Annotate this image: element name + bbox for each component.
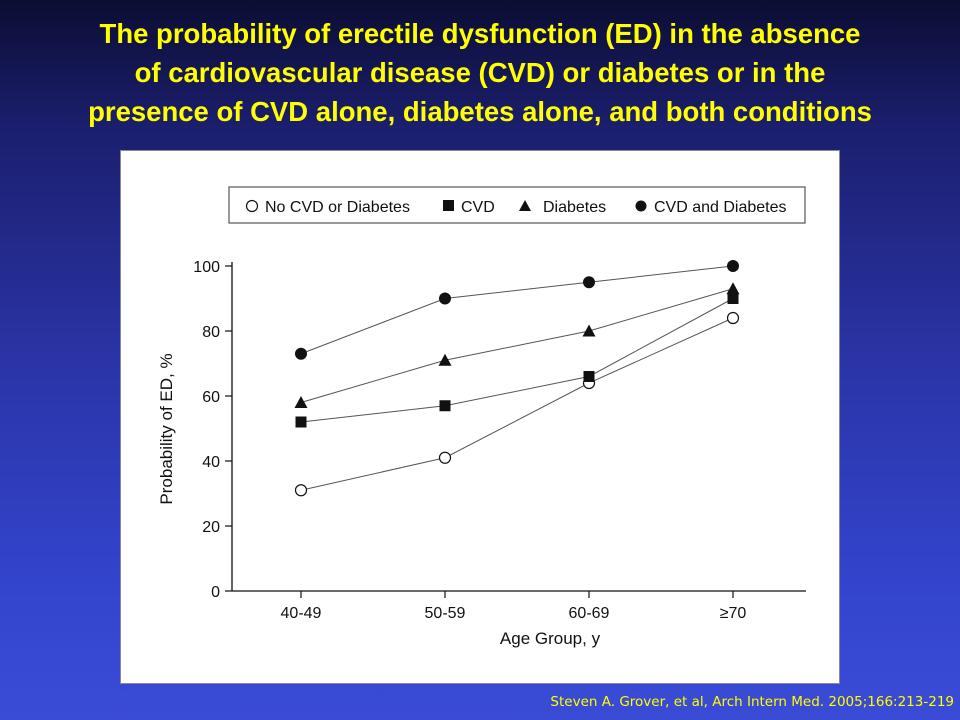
- y-tick-label: 60: [202, 389, 220, 406]
- line-chart: No CVD or Diabetes CVD Diabetes CVD and …: [157, 186, 806, 648]
- series-line-cvd-and-diabetes: [300, 265, 734, 355]
- legend-label-cvd-and-diabetes: CVD and Diabetes: [654, 199, 787, 216]
- data-point-diabetes: [294, 396, 308, 408]
- y-tick-label: 100: [193, 259, 220, 276]
- legend-label-cvd: CVD: [461, 199, 495, 216]
- data-point-cvd-and-diabetes: [583, 276, 595, 289]
- series-line-diabetes: [300, 288, 734, 403]
- legend-item-cvd: CVD: [443, 199, 495, 216]
- x-tick-label: 40-49: [281, 605, 322, 622]
- slide-title: The probability of erectile dysfunction …: [10, 14, 950, 131]
- data-point-cvd: [727, 293, 739, 304]
- data-point-cvd-and-diabetes: [295, 347, 307, 360]
- slide-title-line-3: presence of CVD alone, diabetes alone, a…: [88, 96, 872, 127]
- legend-label-diabetes: Diabetes: [543, 199, 606, 216]
- y-axis-label: Probability of ED, %: [157, 353, 176, 504]
- plot-area: 0 20 40 60 80 100 40-49 50-59 60-69 ≥70: [193, 259, 806, 622]
- x-axis-label: Age Group, y: [500, 629, 601, 648]
- legend-box: [228, 186, 806, 224]
- data-point-diabetes: [438, 353, 452, 366]
- y-tick-label: 80: [202, 324, 220, 341]
- data-point-cvd: [439, 400, 451, 412]
- slide-title-line-1: The probability of erectile dysfunction …: [99, 18, 861, 49]
- chart-panel: No CVD or Diabetes CVD Diabetes CVD and …: [120, 150, 840, 684]
- data-point-diabetes: [726, 282, 740, 295]
- x-tick-label: ≥70: [720, 605, 747, 622]
- data-point-cvd: [583, 371, 595, 382]
- legend-label-no-cvd-or-diabetes: No CVD or Diabetes: [265, 199, 410, 216]
- series-line-no-cvd-or-diabetes: [300, 317, 734, 491]
- legend-item-diabetes: Diabetes: [519, 199, 606, 216]
- series-line-cvd: [300, 298, 734, 423]
- data-point-no-cvd-or-diabetes: [294, 484, 308, 497]
- legend-item-no-cvd-or-diabetes: No CVD or Diabetes: [245, 199, 410, 216]
- legend-marker-filled-triangle: [519, 200, 531, 211]
- x-tick-label: 60-69: [569, 605, 610, 622]
- data-point-cvd-and-diabetes: [439, 292, 451, 305]
- data-point-no-cvd-or-diabetes: [438, 451, 452, 464]
- x-tick-label: 50-59: [425, 605, 466, 622]
- y-tick-label: 40: [202, 454, 220, 471]
- legend-marker-filled-circle: [635, 200, 647, 212]
- slide-title-line-2: of cardiovascular disease (CVD) or diabe…: [134, 57, 826, 88]
- legend-marker-filled-square: [443, 200, 454, 211]
- citation: Steven A. Grover, et al, Arch Intern Med…: [550, 694, 954, 710]
- y-tick-label: 20: [202, 519, 220, 536]
- legend-marker-open-circle: [245, 199, 259, 213]
- y-tick-label: 0: [211, 584, 220, 601]
- data-point-diabetes: [582, 324, 596, 337]
- data-point-no-cvd-or-diabetes: [726, 311, 740, 325]
- legend-item-cvd-and-diabetes: CVD and Diabetes: [635, 199, 787, 216]
- data-point-cvd: [295, 416, 307, 428]
- data-point-cvd-and-diabetes: [727, 260, 739, 272]
